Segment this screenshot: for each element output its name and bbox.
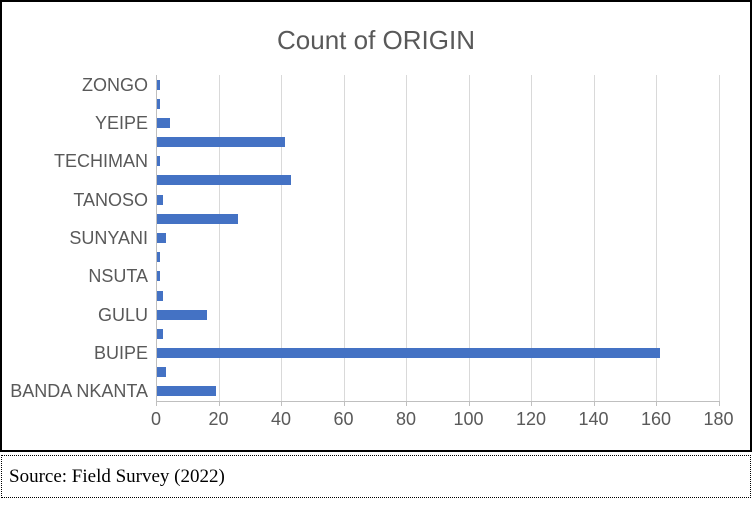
gridline <box>281 75 282 401</box>
source-note-text: Source: Field Survey (2022) <box>9 465 225 487</box>
x-axis-tick <box>406 401 407 406</box>
x-axis-tick-label: 180 <box>703 409 734 429</box>
category-label: NSUTA <box>88 266 148 287</box>
bar <box>157 290 164 301</box>
x-axis-tick <box>593 401 595 406</box>
chart-title: Count of ORIGIN <box>277 25 475 55</box>
x-axis-line <box>156 401 720 402</box>
x-axis-tick-label: 120 <box>515 409 547 429</box>
x-axis-tick <box>531 401 532 406</box>
gridline <box>406 75 407 401</box>
chart-area: Count of ORIGIN 0 20 40 60 80 100 120 140 160 180… <box>0 0 752 452</box>
bar <box>157 194 164 205</box>
x-axis-tick-label: 0 <box>150 409 161 429</box>
category-label: GULU <box>97 304 148 325</box>
x-axis-tick <box>718 401 720 406</box>
category-label: BUIPE <box>93 343 148 364</box>
gridline <box>593 75 595 401</box>
x-axis-tick <box>468 401 470 406</box>
bar <box>157 309 207 320</box>
x-axis-tick-label: 60 <box>333 409 354 429</box>
x-axis-tick <box>656 401 657 406</box>
bar <box>157 271 161 282</box>
category-label: TANOSO <box>73 189 148 210</box>
bar <box>157 386 217 397</box>
x-axis-tick-label: 140 <box>578 409 609 429</box>
gridline <box>718 75 720 401</box>
bar <box>157 175 292 186</box>
x-axis-tick-label: 40 <box>270 409 292 429</box>
y-axis-line <box>156 75 157 401</box>
x-axis-tick-label: 160 <box>640 409 672 429</box>
category-label: SUNYANI <box>69 228 148 248</box>
x-axis-tick-label: 100 <box>453 409 484 429</box>
x-axis-tick-label: 20 <box>208 409 229 429</box>
bar <box>157 98 161 109</box>
bar <box>157 137 286 148</box>
gridline <box>468 75 470 401</box>
bar <box>157 117 170 128</box>
bar <box>157 156 161 167</box>
bar <box>157 328 164 339</box>
bar <box>157 252 161 263</box>
gridline <box>343 75 345 401</box>
x-axis-tick <box>156 401 157 406</box>
plot-area: 0 20 40 60 80 100 120 140 160 180 ZONGO YEIPE TECHIM… <box>2 2 750 450</box>
gridline <box>531 75 532 401</box>
bar <box>157 367 167 378</box>
category-label: YEIPE <box>94 112 148 133</box>
bar <box>157 233 167 243</box>
x-axis-tick <box>218 401 220 406</box>
x-axis-tick <box>281 401 282 406</box>
bar <box>157 213 239 224</box>
source-note-box: Source: Field Survey (2022) <box>1 455 751 498</box>
bar <box>157 79 161 90</box>
bar <box>157 348 661 359</box>
category-label: TECHIMAN <box>54 151 148 172</box>
x-axis-tick <box>343 401 345 406</box>
category-label: BANDA NKANTA <box>10 381 148 402</box>
category-label: ZONGO <box>82 74 148 95</box>
gridline <box>218 75 220 401</box>
x-axis-tick-label: 80 <box>395 409 417 429</box>
gridline <box>656 75 657 401</box>
